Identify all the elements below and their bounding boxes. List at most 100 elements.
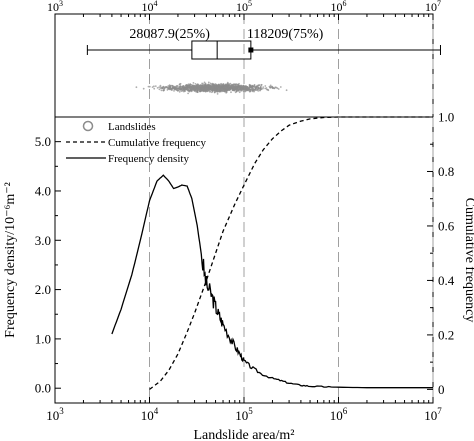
landslide-point bbox=[259, 87, 262, 90]
landslide-point bbox=[206, 87, 209, 90]
landslide-point bbox=[175, 88, 178, 90]
landslide-point bbox=[201, 85, 204, 88]
landslide-point bbox=[202, 83, 205, 85]
landslide-point bbox=[185, 84, 188, 87]
x-tick-label-4: 104 bbox=[141, 406, 159, 423]
landslide-point bbox=[236, 88, 239, 91]
landslide-point bbox=[264, 87, 267, 90]
landslide-point bbox=[248, 83, 251, 86]
landslide-point bbox=[219, 86, 222, 89]
landslide-point bbox=[210, 83, 213, 86]
landslides-scatter bbox=[135, 81, 288, 95]
legend-landslides-label: Landslides bbox=[108, 121, 156, 133]
landslide-point bbox=[226, 83, 229, 85]
landslide-point bbox=[262, 86, 265, 88]
cumulative-frequency-line bbox=[149, 116, 433, 390]
landslide-point bbox=[205, 89, 208, 91]
landslide-point bbox=[184, 87, 187, 89]
landslide-point bbox=[151, 86, 154, 88]
landslide-point bbox=[251, 89, 254, 92]
top-x-tick-label-6: 106 bbox=[331, 0, 347, 14]
landslide-point bbox=[227, 86, 230, 89]
landslide-point bbox=[196, 91, 199, 94]
landslide-point bbox=[235, 87, 238, 89]
landslide-point bbox=[192, 85, 194, 88]
landslide-point bbox=[233, 85, 236, 88]
landslide-point bbox=[196, 83, 199, 85]
landslide-point bbox=[194, 85, 197, 88]
right-y-axis-title: Cumulative frequency bbox=[462, 198, 474, 323]
landslide-point bbox=[250, 85, 253, 88]
landslide-point bbox=[198, 87, 201, 90]
landslide-point bbox=[277, 88, 280, 90]
landslide-point bbox=[186, 86, 189, 88]
y-right-tick-label: 0 bbox=[438, 382, 445, 397]
landslide-point bbox=[257, 85, 259, 88]
landslide-point bbox=[153, 85, 155, 88]
landslide-point bbox=[229, 82, 232, 85]
landslide-point bbox=[209, 84, 212, 87]
x-tick-label-6: 106 bbox=[330, 406, 348, 423]
landslide-point bbox=[223, 86, 225, 89]
landslide-point bbox=[211, 91, 213, 94]
landslide-point bbox=[194, 83, 197, 85]
landslide-point bbox=[199, 84, 202, 87]
landslide-point bbox=[259, 89, 261, 91]
landslide-point bbox=[238, 91, 241, 94]
landslide-point bbox=[156, 87, 159, 89]
y-right-tick-label: 1.0 bbox=[438, 110, 454, 125]
left-y-axis-title: Frequency density/10⁻⁶m⁻² bbox=[3, 182, 18, 338]
x-tick-label-7: 107 bbox=[424, 406, 442, 423]
y-left-tick-label: 1.0 bbox=[35, 331, 51, 346]
landslide-point bbox=[216, 90, 219, 93]
landslide-point bbox=[169, 85, 171, 88]
landslide-point bbox=[211, 85, 214, 88]
landslide-point bbox=[170, 88, 173, 90]
landslide-point bbox=[225, 89, 228, 91]
boxplot-q3-label: 118209(75%) bbox=[247, 27, 324, 42]
landslide-point bbox=[242, 90, 245, 93]
landslide-point bbox=[207, 85, 209, 88]
landslide-point bbox=[248, 88, 250, 91]
landslide-point bbox=[202, 87, 205, 90]
landslide-point bbox=[260, 84, 263, 86]
y-left-tick-label: 5.0 bbox=[35, 134, 51, 149]
landslide-point bbox=[250, 87, 253, 89]
landslide-point bbox=[142, 87, 145, 90]
y-left-tick-label: 3.0 bbox=[35, 233, 51, 248]
left-y-axis: 0.0 1.0 2.0 3.0 4.0 5.0 bbox=[35, 134, 61, 396]
landslide-point bbox=[201, 84, 204, 87]
landslide-point bbox=[231, 84, 234, 87]
top-x-tick-label-5: 105 bbox=[236, 0, 252, 14]
landslide-point bbox=[224, 84, 227, 86]
landslide-point bbox=[253, 84, 256, 86]
y-left-tick-label: 2.0 bbox=[35, 282, 51, 297]
landslide-point bbox=[212, 85, 215, 87]
landslide-point bbox=[276, 87, 279, 90]
landslide-point bbox=[221, 87, 224, 89]
grid-lines bbox=[149, 14, 434, 403]
legend: Landslides Cumulative frequency Frequenc… bbox=[66, 120, 207, 165]
landslide-point bbox=[173, 88, 176, 90]
landslide-point bbox=[218, 88, 221, 91]
landslide-point bbox=[178, 87, 181, 90]
legend-cumulative-label: Cumulative frequency bbox=[108, 137, 207, 149]
legend-landslides-symbol bbox=[82, 120, 94, 132]
q3-marker bbox=[248, 47, 254, 53]
landslide-point bbox=[168, 88, 171, 91]
boxplot-q1-label: 28087.9(25%) bbox=[129, 27, 210, 42]
landslide-point bbox=[222, 84, 225, 87]
landslide-point bbox=[226, 84, 229, 87]
landslide-point bbox=[178, 91, 181, 93]
landslide-point bbox=[153, 87, 156, 90]
landslide-point bbox=[218, 84, 221, 87]
landslide-point bbox=[241, 86, 244, 89]
landslide-point bbox=[267, 89, 270, 92]
landslide-point bbox=[179, 83, 181, 86]
landslide-point bbox=[253, 89, 256, 92]
landslide-point bbox=[213, 91, 216, 94]
top-x-tick-label-3: 103 bbox=[47, 0, 63, 14]
landslide-point bbox=[191, 87, 194, 89]
landslide-point bbox=[216, 93, 219, 95]
